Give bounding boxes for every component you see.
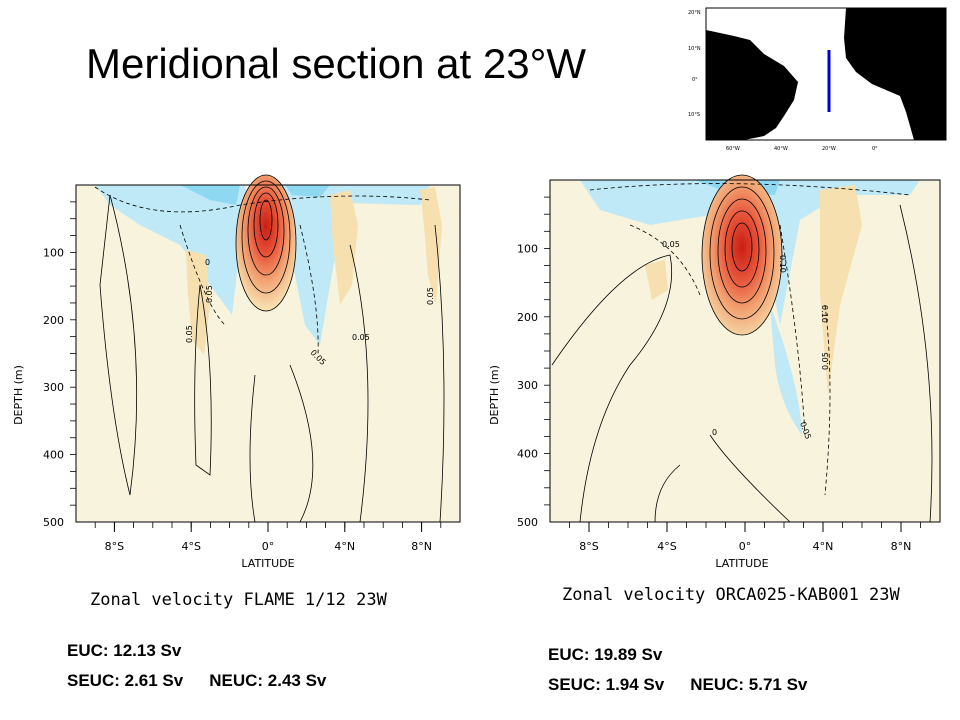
y-tick-label: 200 [43,314,64,327]
chart-caption: Zonal velocity FLAME 1/12 23W [90,590,388,610]
eastward-region [186,250,210,355]
x-tick-label: 0° [739,540,752,553]
eastward-region [330,190,358,305]
y-tick-label: 100 [517,242,538,255]
contour-lines [551,174,933,523]
x-tick-label: 8°N [411,540,432,553]
inset-lat-label: 0° [692,77,698,83]
y-tick-label: 300 [43,381,64,394]
transport-stats-flame: EUC: 12.13 Sv SEUC: 2.61 Sv NEUC: 2.43 Sv [67,636,326,696]
westward-region [285,185,330,197]
x-tick-label: 8°S [105,540,124,553]
inset-lat-label: 20°N [688,10,701,16]
seuc-transport: SEUC: 1.94 Sv [548,675,665,694]
x-tick-label: 8°N [891,540,912,553]
contour-label: 0 [712,428,717,437]
eastward-region [820,185,862,395]
y-tick-label: 300 [517,379,538,392]
westward-region [280,185,430,345]
contour-label: 0.05 [205,285,214,303]
contour-label: 0.05 [821,352,830,370]
x-tick-label: 4°N [334,540,355,553]
chart-caption: Zonal velocity ORCA025-KAB001 23W [562,585,901,605]
neuc-transport: NEUC: 2.43 Sv [209,671,327,690]
westward-region [180,185,240,205]
transport-stats-orca: EUC: 19.89 Sv SEUC: 1.94 Sv NEUC: 5.71 Sv [548,640,807,700]
inset-africa [844,8,946,140]
euc-transport: EUC: 19.89 Sv [548,645,663,664]
x-tick-label: 4°N [813,540,834,553]
page-title: Meridional section at 23°W [86,40,587,87]
x-ticks: 8°S 4°S 0° 4°N 8°N [94,522,442,553]
eastward-region [645,260,668,300]
y-tick-label: 500 [517,516,538,529]
contour-label: 0.05 [352,333,370,342]
x-tick-label: 4°S [657,540,676,553]
westward-region [580,180,920,325]
seuc-transport: SEUC: 2.61 Sv [67,671,184,690]
contour-label: 0.05 [185,325,194,343]
westward-region [770,305,802,435]
inset-lon-label: 0° [872,146,878,152]
y-ticks: 100 200 300 400 500 [43,201,76,529]
inset-lat-label: 10°S [688,112,700,118]
contour-label: 0 [205,258,210,267]
y-tick-label: 500 [43,516,64,529]
y-axis-label: DEPTH (m) [488,365,501,425]
euc-core [236,175,296,311]
euc-transport: EUC: 12.13 Sv [67,641,182,660]
y-tick-label: 400 [43,449,64,462]
contour-panel-orca: 0 0.05 0.10 0.10 0.05 0.05 8°S 4°S 0° 4°N 8°… [480,165,960,615]
x-axis-label: LATITUDE [241,557,294,570]
y-tick-label: 200 [517,311,538,324]
contour-label: 0.05 [426,287,435,305]
inset-lon-label: 60°W [726,146,740,152]
inset-lon-label: 40°W [774,146,788,152]
euc-core [702,175,782,335]
inset-south-america [706,30,798,140]
inset-lon-label: 20°W [822,146,836,152]
y-tick-label: 100 [43,246,64,259]
y-axis-label: DEPTH (m) [12,365,25,425]
contour-panel-flame: 0 0.05 0.05 0.05 0.05 0.05 8°S 4°S 0° 4°N 8°… [0,165,475,615]
neuc-transport: NEUC: 5.71 Sv [690,675,808,694]
contour-lines [94,174,445,523]
x-tick-label: 4°S [181,540,200,553]
y-tick-label: 400 [517,448,538,461]
y-ticks: 100 200 300 400 500 [517,196,550,529]
contour-label: 0.10 [820,305,829,323]
inset-lat-label: 10°N [688,46,701,52]
x-axis-label: LATITUDE [715,557,768,570]
x-ticks: 8°S 4°S 0° 4°N 8°N [569,522,921,553]
x-tick-label: 0° [262,540,275,553]
x-tick-label: 8°S [579,540,598,553]
inset-map: 20°N 10°N 0° 10°S 60°W 40°W 20°W 0° [686,4,956,156]
eastward-region [420,187,442,305]
contour-label: 0.10 [778,255,787,273]
contour-label: 0.05 [662,240,680,249]
westward-region [95,185,250,315]
